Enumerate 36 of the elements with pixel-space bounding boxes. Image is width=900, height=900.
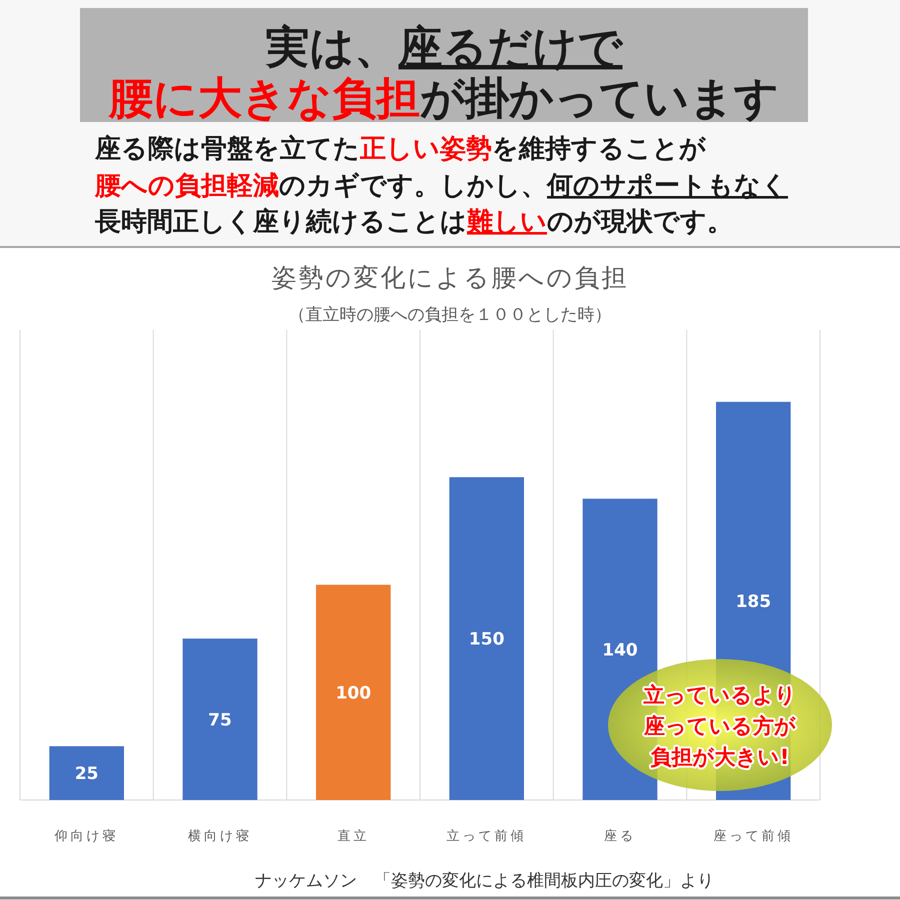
annotation: 立っているより [642, 683, 796, 707]
callout-bubble: 立っているより 座っている方が 負担が大きい! [608, 659, 832, 791]
x-tick-label: 立って前傾 [446, 828, 527, 844]
bar [49, 746, 124, 800]
x-tick-label: 座って前傾 [713, 828, 794, 844]
text: を維持することが [492, 134, 707, 164]
data-label: 100 [336, 683, 372, 704]
text: 正しい姿勢 [359, 134, 492, 164]
data-label: 140 [602, 640, 638, 660]
text: 腰への負担軽減 [94, 171, 279, 201]
annotation: 負担が大きい! [650, 745, 790, 769]
x-tick-label: 直立 [337, 828, 370, 844]
text: のカギです。しかし、 [279, 171, 547, 201]
annotation: 座っている方が [643, 714, 796, 738]
x-tick-label: 仰向け寝 [54, 829, 119, 844]
bar [449, 477, 524, 800]
text: ナッケムソン 「姿勢の変化による椎間板内圧の変化」より [255, 871, 714, 891]
text: 長時間正しく座り続けることは [94, 207, 467, 237]
text: 実は、 [264, 22, 398, 73]
data-label: 150 [468, 630, 505, 650]
bar [316, 584, 391, 800]
text: 難しい [466, 207, 547, 237]
text: のが現状です。 [547, 207, 733, 237]
text: 腰に大きな負担 [108, 73, 420, 124]
chart-subtitle: （直立時の腰への負担を１００とした時） [288, 305, 612, 325]
bar [182, 638, 258, 800]
data-label: 75 [208, 710, 232, 730]
data-label: 25 [74, 764, 99, 784]
text: 何のサポートもなく [546, 171, 788, 201]
text: 座るだけで [398, 22, 624, 73]
data-label: 185 [736, 592, 772, 612]
x-tick-label: 横向け寝 [188, 829, 252, 844]
chart-title: 姿勢の変化による腰への負担 [272, 263, 628, 292]
text: が掛かっています [420, 73, 779, 124]
text: 座る際は骨盤を立てた [94, 134, 360, 164]
x-tick-label: 座る [604, 828, 636, 844]
